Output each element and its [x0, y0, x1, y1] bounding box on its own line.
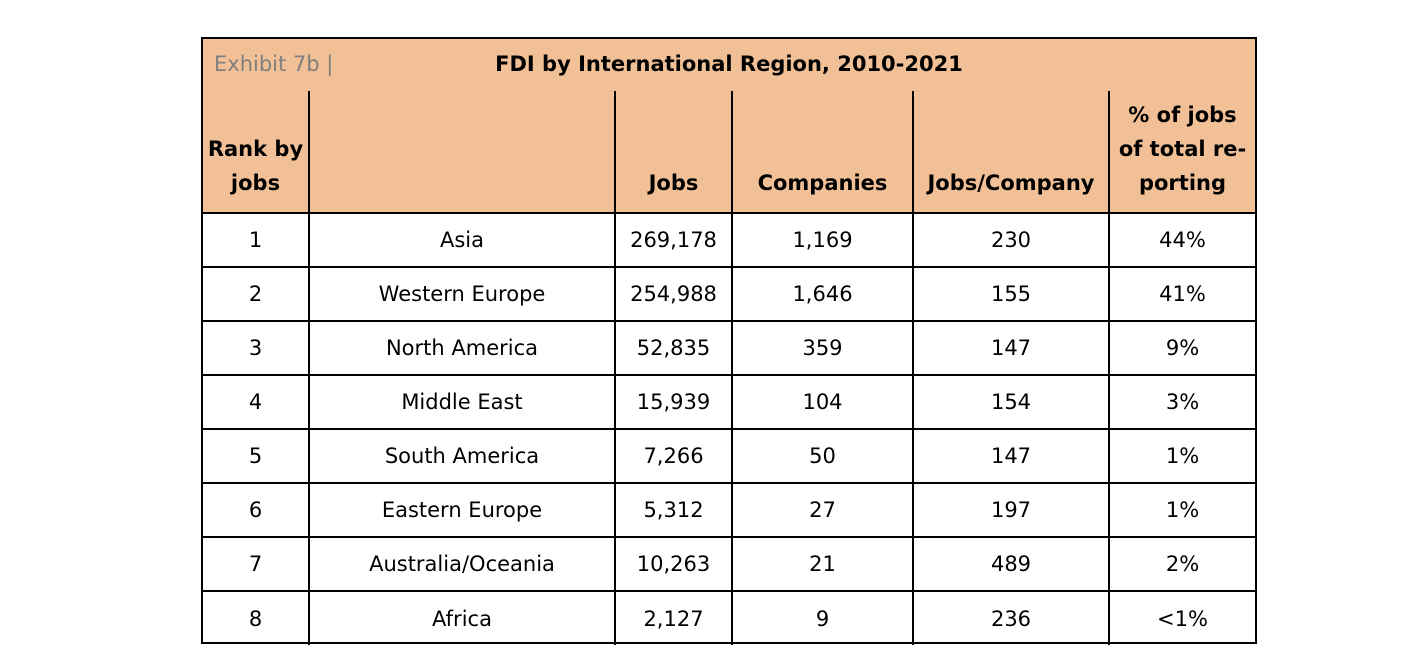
cell-companies: 21 — [731, 537, 913, 592]
cell-pct-of-jobs: 1% — [1108, 429, 1255, 484]
cell-pct-of-jobs: 41% — [1108, 267, 1255, 322]
cell-rank: 2 — [203, 267, 309, 322]
cell-companies: 50 — [731, 429, 913, 484]
table-row: 5 South America 7,266 50 147 1% — [203, 429, 1255, 484]
cell-region: Asia — [308, 213, 615, 268]
cell-jobs: 254,988 — [614, 267, 732, 322]
cell-rank: 4 — [203, 375, 309, 430]
header-jobs-label: Jobs — [648, 171, 699, 195]
cell-rank: 3 — [203, 321, 309, 376]
cell-jobs: 269,178 — [614, 213, 732, 268]
header-companies: Companies — [731, 91, 913, 214]
exhibit-label: Exhibit 7b | — [214, 52, 334, 76]
header-pct-of-jobs-label: % of jobs of total re-porting — [1118, 103, 1247, 195]
cell-jobs-per-company: 155 — [912, 267, 1109, 322]
cell-companies: 27 — [731, 483, 913, 538]
header-row: Rank by jobs Jobs Companies Jobs/Company… — [203, 91, 1255, 214]
cell-jobs: 10,263 — [614, 537, 732, 592]
cell-companies: 9 — [731, 591, 913, 645]
header-rank-label: Rank by jobs — [207, 137, 304, 195]
table-body: 1 Asia 269,178 1,169 230 44% 2 Western E… — [203, 213, 1255, 645]
cell-rank: 7 — [203, 537, 309, 592]
cell-jobs-per-company: 197 — [912, 483, 1109, 538]
cell-jobs: 52,835 — [614, 321, 732, 376]
cell-pct-of-jobs: 9% — [1108, 321, 1255, 376]
cell-pct-of-jobs: 44% — [1108, 213, 1255, 268]
cell-rank: 5 — [203, 429, 309, 484]
header-pct-of-jobs: % of jobs of total re-porting — [1108, 91, 1255, 214]
table-row: 8 Africa 2,127 9 236 <1% — [203, 591, 1255, 645]
cell-jobs: 7,266 — [614, 429, 732, 484]
table-row: 4 Middle East 15,939 104 154 3% — [203, 375, 1255, 430]
title-bar: Exhibit 7b | FDI by International Region… — [203, 39, 1255, 93]
cell-pct-of-jobs: 2% — [1108, 537, 1255, 592]
cell-rank: 8 — [248, 606, 263, 631]
cell-jobs: 5,312 — [614, 483, 732, 538]
cell-jobs-per-company: 230 — [912, 213, 1109, 268]
cell-jobs-per-company: 489 — [912, 537, 1109, 592]
cell-jobs: 15,939 — [614, 375, 732, 430]
cell-rank: 1 — [203, 213, 309, 268]
table-row: 7 Australia/Oceania 10,263 21 489 2% — [203, 537, 1255, 592]
cell-pct-of-jobs: 3% — [1108, 375, 1255, 430]
header-jobs-per-company-label: Jobs/Company — [927, 171, 1095, 195]
cell-companies: 104 — [731, 375, 913, 430]
header-jobs: Jobs — [614, 91, 732, 214]
cell-region: North America — [308, 321, 615, 376]
header-jobs-per-company: Jobs/Company — [912, 91, 1109, 214]
cell-region: Middle East — [308, 375, 615, 430]
cell-region: Australia/Oceania — [308, 537, 615, 592]
cell-region: South America — [308, 429, 615, 484]
fdi-region-table: Rank by jobs Jobs Companies Jobs/Company… — [203, 91, 1255, 645]
cell-rank: 6 — [203, 483, 309, 538]
cell-jobs-per-company: 147 — [912, 429, 1109, 484]
cell-jobs-per-company: 154 — [912, 375, 1109, 430]
exhibit-table-frame: Exhibit 7b | FDI by International Region… — [201, 37, 1257, 645]
cell-pct-of-jobs: 1% — [1108, 483, 1255, 538]
table-row: 1 Asia 269,178 1,169 230 44% — [203, 213, 1255, 268]
header-companies-label: Companies — [757, 171, 888, 195]
cell-region: Western Europe — [308, 267, 615, 322]
cell-region: Eastern Europe — [308, 483, 615, 538]
table-row: 2 Western Europe 254,988 1,646 155 41% — [203, 267, 1255, 322]
cell-companies: 1,169 — [731, 213, 913, 268]
table-row: 6 Eastern Europe 5,312 27 197 1% — [203, 483, 1255, 538]
cell-companies: 359 — [731, 321, 913, 376]
header-region — [308, 91, 615, 214]
cell-jobs: 2,127 — [614, 591, 732, 645]
cell-companies: 1,646 — [731, 267, 913, 322]
exhibit-title: FDI by International Region, 2010-2021 — [495, 52, 963, 76]
cell-region: Africa — [308, 591, 615, 645]
cell-pct-of-jobs: <1% — [1108, 591, 1255, 645]
cell-jobs-per-company: 236 — [912, 591, 1109, 645]
cell-jobs-per-company: 147 — [912, 321, 1109, 376]
table-row: 3 North America 52,835 359 147 9% — [203, 321, 1255, 376]
header-rank: Rank by jobs — [203, 91, 309, 214]
